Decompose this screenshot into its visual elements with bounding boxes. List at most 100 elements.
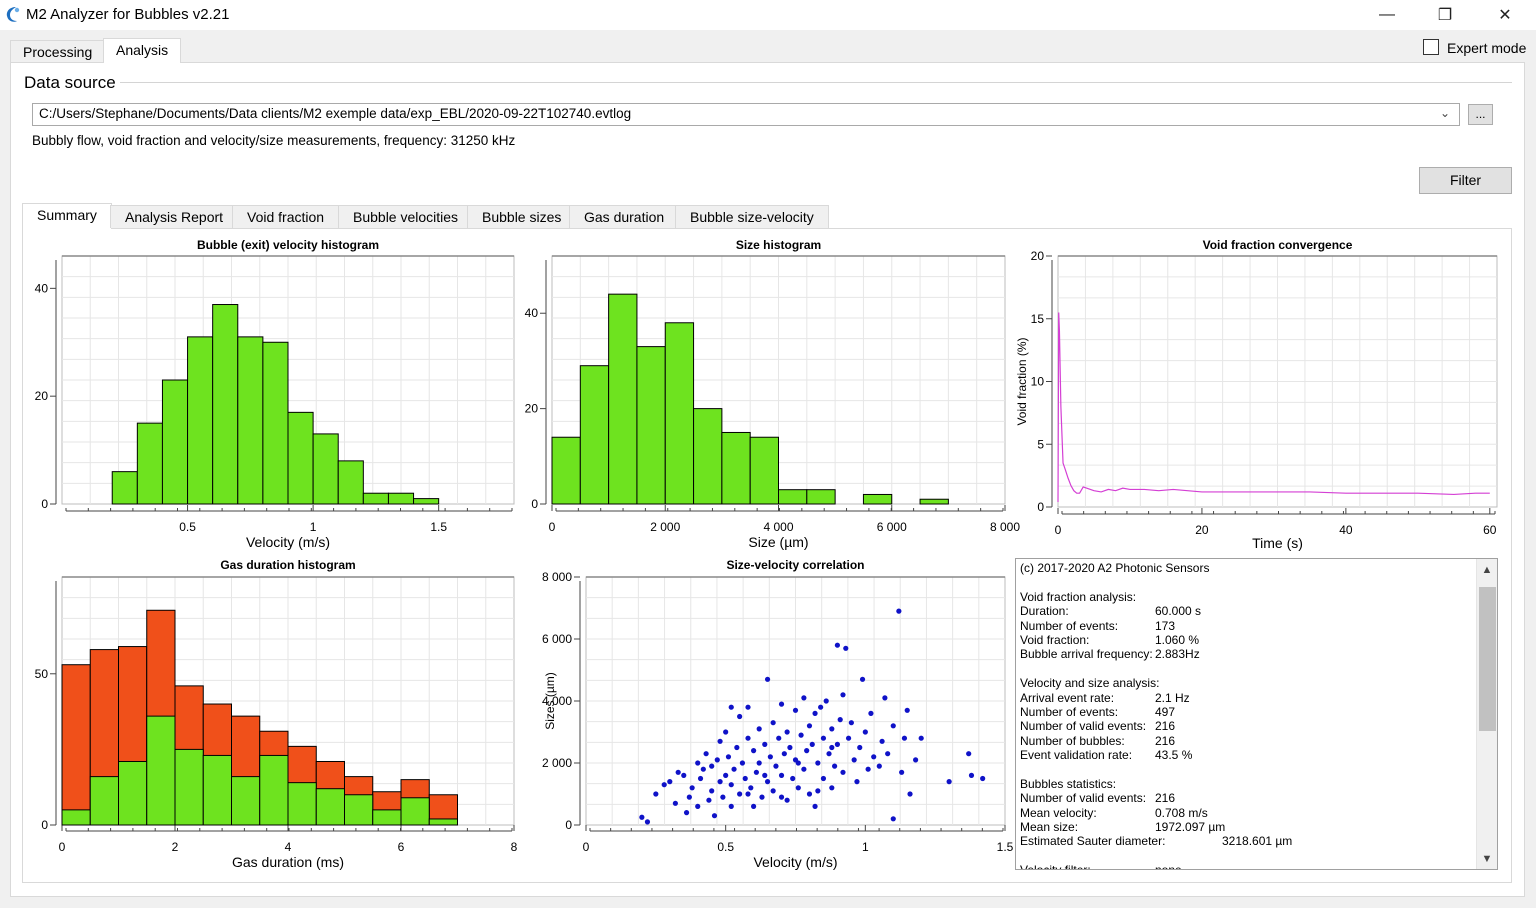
gas-bubble-bar	[89, 776, 119, 826]
y-tick-label: 5	[1037, 437, 1044, 451]
scatter-point	[745, 791, 751, 797]
scatter-point	[759, 794, 765, 800]
histogram-bar	[579, 365, 610, 505]
expert-mode-label[interactable]: Expert mode	[1447, 40, 1527, 56]
x-tick-label: 2 000	[650, 520, 680, 534]
scatter-point	[762, 772, 768, 779]
chevron-down-icon[interactable]: ⌄	[1440, 106, 1451, 120]
report-line	[1020, 762, 1475, 776]
scatter-point	[745, 735, 751, 741]
scatter-point	[778, 794, 785, 800]
report-key: (c) 2017-2020 A2 Photonic Sensors	[1020, 561, 1210, 575]
scatter-point	[756, 760, 762, 766]
gas-bubble-bar	[344, 794, 374, 826]
tab-bubble-sizes[interactable]: Bubble sizes	[467, 205, 577, 228]
report-key: Arrival event rate:	[1020, 690, 1115, 705]
report-line: Number of valid events: 216	[1020, 791, 1475, 805]
summary-report[interactable]: (c) 2017-2020 A2 Photonic Sensors Void fr…	[1015, 558, 1498, 870]
x-tick-label: 1	[310, 520, 317, 534]
y-tick-label: 20	[1031, 249, 1045, 263]
histogram-bar	[237, 336, 264, 505]
void-fraction-line	[1057, 312, 1490, 502]
browse-button[interactable]: ...	[1468, 104, 1493, 125]
scatter-point	[812, 710, 818, 717]
report-line: Void fraction: 1.060 %	[1020, 633, 1475, 647]
scatter-point	[784, 729, 790, 735]
scatter-point	[711, 813, 718, 819]
scatter-point	[966, 751, 972, 757]
report-value: 216	[1155, 719, 1176, 734]
close-button[interactable]: ✕	[1498, 7, 1512, 24]
scatter-point	[806, 791, 813, 797]
scatter-point	[946, 779, 952, 785]
y-tick-label: 0	[565, 818, 572, 832]
tab-bubble-velocities[interactable]: Bubble velocities	[338, 205, 474, 228]
report-scrollbar[interactable]: ▲ ▼	[1476, 559, 1497, 869]
report-line: Number of events: 173	[1020, 619, 1475, 633]
report-key: Number of valid events:	[1020, 719, 1147, 734]
tab-summary[interactable]: Summary	[22, 203, 112, 229]
report-line	[1020, 662, 1475, 676]
scatter-point	[801, 695, 807, 701]
report-line: Event validation rate: 43.5 %	[1020, 748, 1475, 762]
histogram-bar	[312, 433, 339, 505]
gas-total-bar	[61, 664, 91, 826]
scatter-point	[795, 785, 801, 791]
y-tick-label: 0	[531, 497, 538, 511]
scatter-point	[639, 814, 645, 820]
scatter-point	[806, 723, 813, 729]
report-key: Mean size:	[1020, 820, 1079, 835]
tab-gas-duration[interactable]: Gas duration	[569, 205, 680, 228]
scatter-point	[751, 803, 757, 810]
histogram-bar	[161, 379, 189, 505]
scatter-point	[823, 698, 829, 704]
data-source-description: Bubbly flow, void fraction and velocity/…	[32, 133, 516, 148]
gas-bubble-bar	[118, 760, 148, 826]
minimize-button[interactable]: —	[1379, 6, 1395, 23]
scatter-point	[681, 772, 687, 779]
scatter-point	[882, 695, 888, 701]
scatter-point	[871, 754, 877, 760]
scatter-point	[820, 775, 827, 782]
x-tick-label: 4 000	[763, 520, 793, 534]
tab-processing[interactable]: Processing	[10, 40, 106, 62]
data-source-path-combo[interactable]: C:/Users/Stephane/Documents/Data clients…	[32, 103, 1460, 126]
report-key: Mean velocity:	[1020, 805, 1097, 820]
expert-mode-checkbox[interactable]	[1423, 39, 1439, 55]
scatter-point	[745, 704, 751, 710]
scatter-point	[815, 788, 821, 794]
report-value: 497	[1155, 704, 1176, 719]
restore-button[interactable]: ❐	[1437, 7, 1453, 24]
scatter-point	[764, 676, 771, 682]
scroll-down-icon[interactable]: ▼	[1481, 853, 1493, 865]
tab-analysis[interactable]: Analysis	[103, 38, 182, 63]
tab-void-fraction[interactable]: Void fraction	[232, 205, 340, 228]
scatter-point	[832, 763, 838, 769]
gas-bubble-bar	[315, 788, 345, 826]
scatter-point	[818, 704, 824, 710]
histogram-bar	[862, 493, 893, 505]
y-tick-label: 6 000	[542, 632, 572, 646]
scatter-point	[731, 766, 737, 772]
report-value: 2.883Hz	[1155, 647, 1200, 662]
x-tick-label: 0	[1055, 523, 1062, 537]
chart-title: Size-velocity correlation	[726, 558, 864, 572]
report-key: Estimated Sauter diameter:	[1020, 834, 1166, 849]
x-tick-label: 0.5	[179, 520, 196, 534]
x-axis-label: Gas duration (ms)	[232, 854, 344, 870]
title-bar	[0, 0, 1536, 30]
scatter-point	[851, 757, 857, 763]
scroll-up-icon[interactable]: ▲	[1481, 564, 1493, 576]
scatter-point	[714, 757, 720, 763]
histogram-bar	[212, 304, 239, 505]
scatter-point	[896, 608, 902, 614]
gas-bubble-bar	[400, 797, 430, 826]
chart-title: Gas duration histogram	[220, 558, 355, 572]
filter-button[interactable]: Filter	[1419, 167, 1512, 194]
scatter-point	[753, 769, 759, 775]
scatter-point	[675, 769, 681, 775]
tab-bubble-size-velocity[interactable]: Bubble size-velocity	[675, 205, 829, 228]
scroll-thumb[interactable]	[1479, 587, 1496, 731]
report-line	[1020, 575, 1475, 589]
scatter-point	[890, 816, 896, 822]
